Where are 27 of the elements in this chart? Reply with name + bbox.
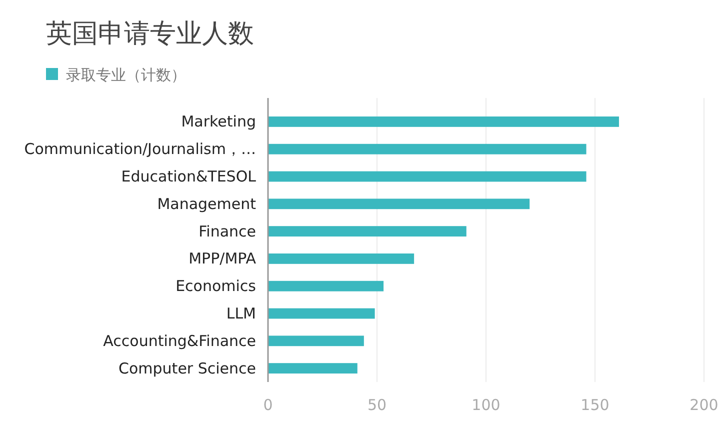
y-tick-label: MPP/MPA: [188, 250, 257, 268]
bar: [268, 253, 414, 264]
bar: [268, 363, 358, 374]
bar: [268, 226, 466, 237]
chart-title: 英国申请专业人数: [46, 19, 254, 49]
bar: [268, 336, 364, 346]
bar: [268, 280, 384, 292]
y-tick-label: Accounting&Finance: [103, 332, 256, 350]
y-tick-label: Marketing: [181, 112, 256, 131]
x-tick-label: 150: [580, 396, 610, 414]
y-tick-label: Economics: [176, 277, 256, 296]
y-tick-label: Communication/Journalism，…: [24, 140, 256, 158]
x-tick-label: 100: [472, 396, 500, 414]
y-tick-label: LLM: [226, 304, 256, 322]
bar: [268, 198, 530, 210]
x-tick-label: 0: [263, 396, 273, 414]
y-tick-label: Finance: [198, 222, 256, 240]
bar: [268, 144, 586, 154]
y-tick-label: Computer Science: [118, 359, 256, 378]
y-tick-label: Education&TESOL: [121, 168, 257, 186]
x-tick-label: 200: [690, 396, 718, 414]
x-tick-label: 50: [367, 396, 387, 414]
bar: [268, 116, 619, 127]
legend-label: 录取专业（计数）: [66, 66, 186, 84]
bar: [268, 308, 375, 319]
bar: [268, 171, 586, 182]
y-tick-label: Management: [157, 194, 256, 213]
